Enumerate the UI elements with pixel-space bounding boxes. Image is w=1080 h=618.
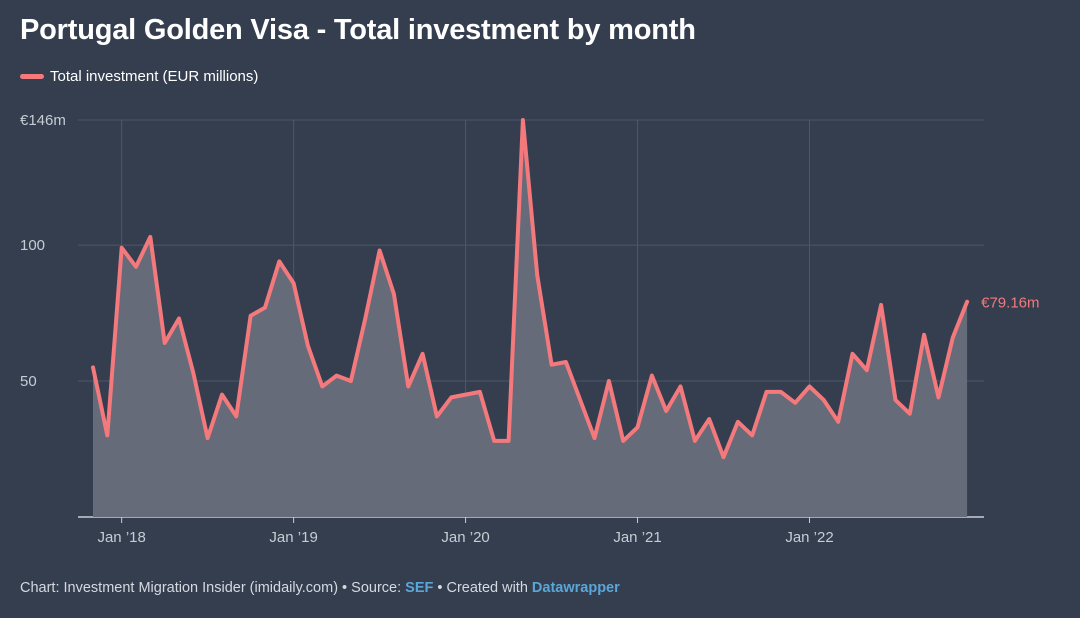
y-tick-label: 100 [20, 237, 45, 254]
footer-created-with: • Created with [433, 580, 532, 596]
y-tick-label: €146m [20, 112, 66, 129]
area-layer [93, 120, 968, 517]
x-tick-label: Jan ’20 [441, 529, 489, 546]
source-link[interactable]: SEF [405, 580, 434, 596]
x-tick-label: Jan ’21 [613, 529, 661, 546]
legend-swatch [20, 74, 44, 79]
end-value-label: €79.16m [981, 295, 1039, 312]
datawrapper-link[interactable]: Datawrapper [531, 580, 620, 596]
legend-label: Total investment (EUR millions) [50, 68, 259, 85]
x-tick-label: Jan ’18 [97, 529, 145, 546]
label-layer: 50 100 €146m Jan ’18 Jan ’19 Jan ’20 Jan ’21 Ja… [20, 112, 1040, 546]
footer-credit: Chart: Investment Migration Insider (imi… [20, 580, 406, 596]
footer: Chart: Investment Migration Insider (imi… [20, 580, 620, 596]
series-line [91, 118, 970, 460]
x-tick-label: Jan ’22 [785, 529, 833, 546]
x-tick-label: Jan ’19 [269, 529, 317, 546]
y-tick-label: 50 [20, 373, 37, 390]
line-layer [91, 118, 970, 460]
chart-title: Portugal Golden Visa - Total investment … [20, 14, 696, 46]
series-area [93, 120, 968, 517]
legend: Total investment (EUR millions) [20, 68, 258, 85]
